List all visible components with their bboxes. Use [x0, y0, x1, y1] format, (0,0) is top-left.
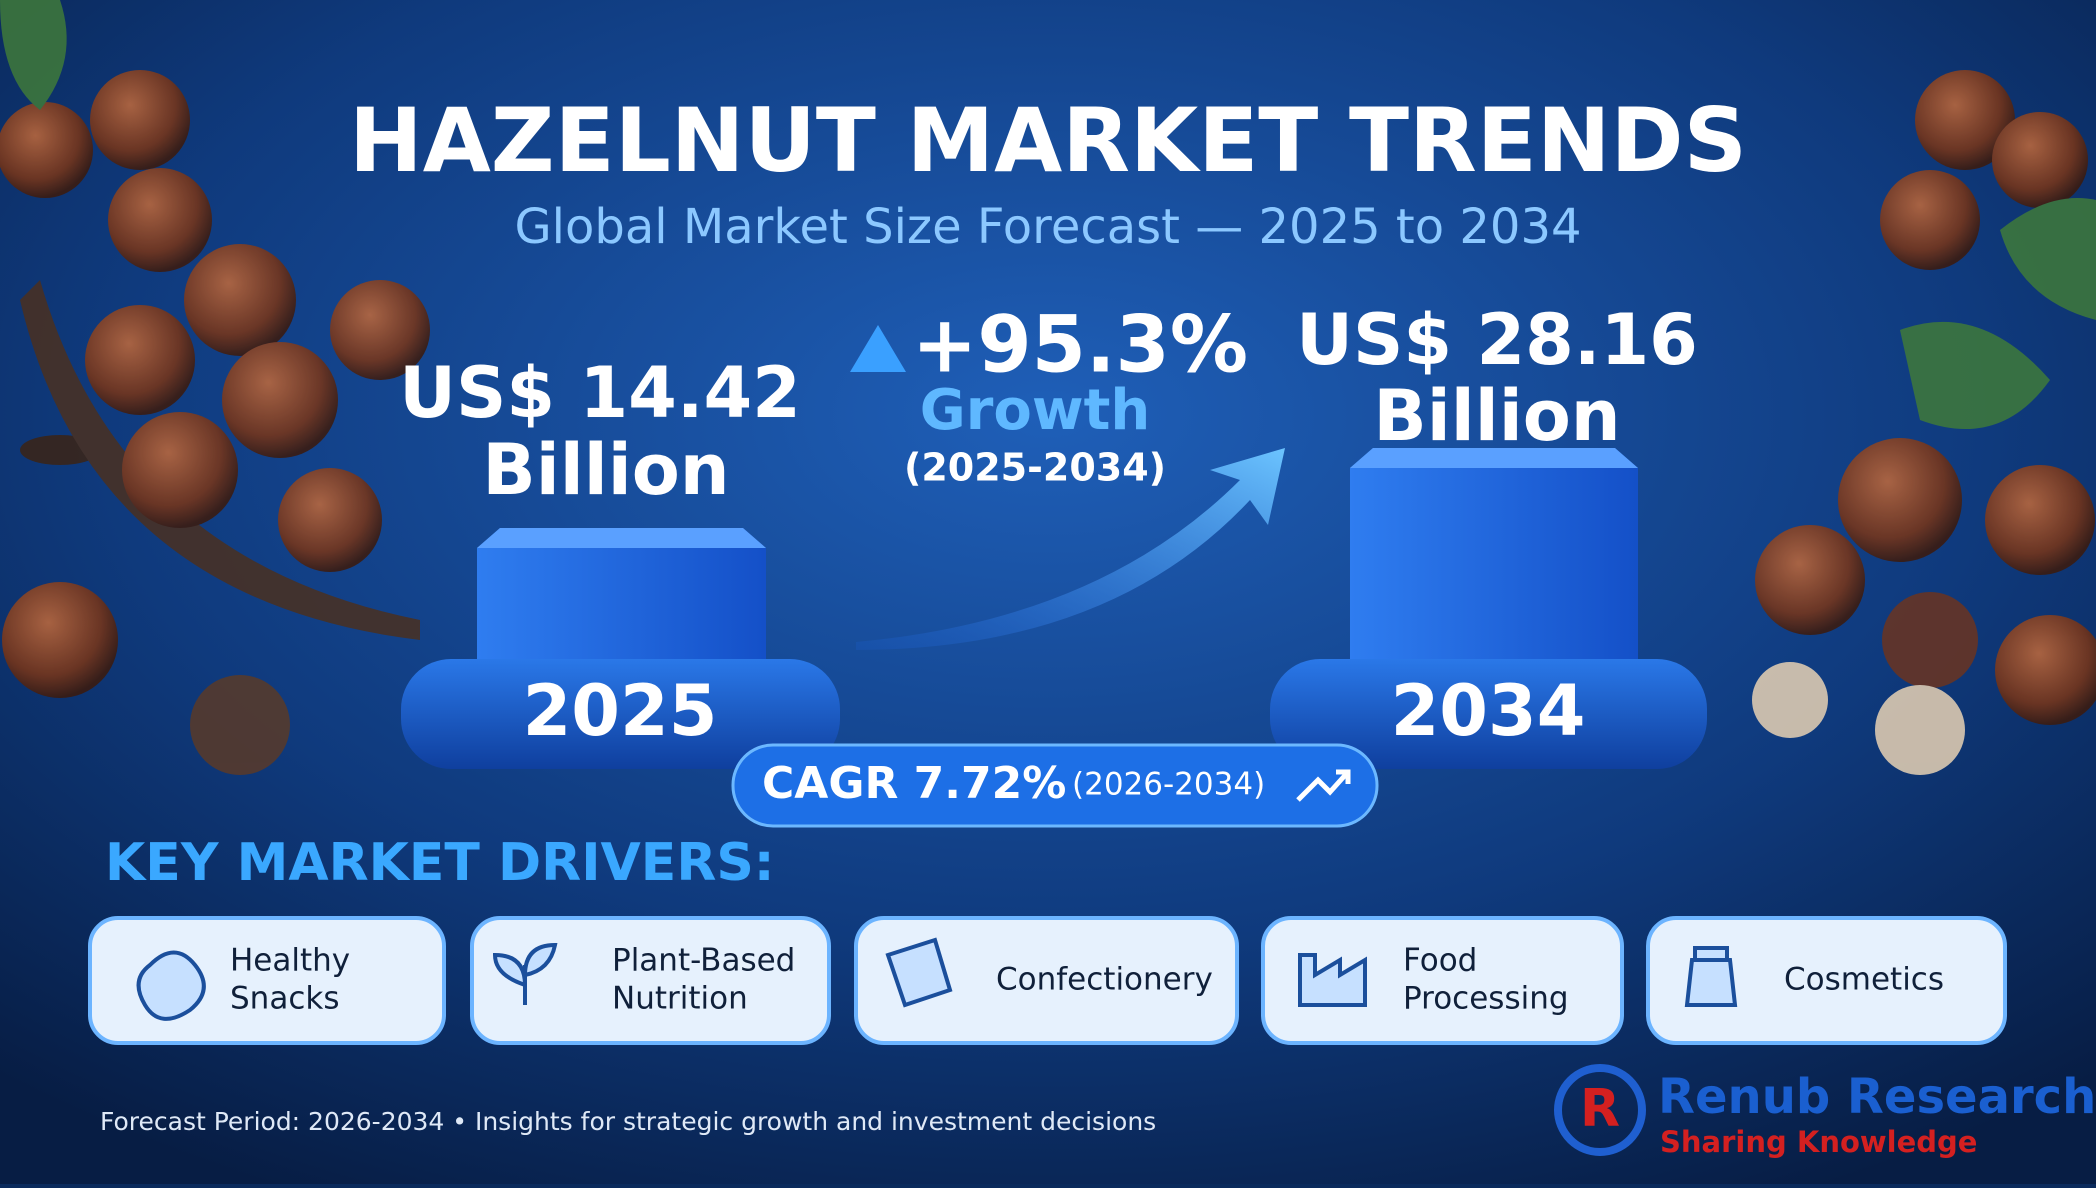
driver-icon — [1298, 953, 1367, 1007]
cagr-label: CAGR 7.72% — [762, 758, 1066, 809]
hazelnut-decoration — [0, 0, 2096, 775]
driver-label: Processing — [1403, 981, 1569, 1017]
driver-card — [1261, 916, 1624, 1045]
year-pill — [401, 659, 840, 769]
driver-icon — [136, 950, 206, 1021]
bar-2034 — [1350, 448, 1638, 662]
driver-icon — [885, 937, 953, 1008]
growth-period: (2025-2034) — [904, 446, 1166, 490]
svg-text:R: R — [1580, 1079, 1620, 1139]
driver-card — [854, 916, 1239, 1045]
growth-value: +95.3% — [912, 300, 1248, 390]
driver-label: Nutrition — [612, 981, 748, 1017]
end-unit: Billion — [1373, 375, 1620, 457]
start-amount: US$ 14.42 — [399, 352, 801, 434]
subtitle: Global Market Size Forecast — 2025 to 20… — [514, 199, 1581, 255]
brand-name: Renub Research — [1658, 1069, 2096, 1125]
end-year: 2034 — [1391, 670, 1586, 752]
cagr-period: (2026-2034) — [1072, 767, 1265, 803]
driver-label: Confectionery — [996, 962, 1213, 998]
title: HAZELNUT MARKET TRENDS — [349, 89, 1747, 192]
driver-icon — [492, 942, 558, 1005]
start-year: 2025 — [523, 670, 718, 752]
growth-triangle — [850, 325, 906, 372]
driver-label: Cosmetics — [1784, 962, 1944, 998]
brand-logo: R — [1554, 1064, 1646, 1156]
year-pill — [1270, 659, 1707, 769]
trend-icon — [1296, 769, 1351, 802]
driver-card — [1646, 916, 2007, 1045]
driver-icon — [1684, 946, 1738, 1007]
bar-2025 — [477, 528, 766, 662]
growth-label: Growth — [920, 378, 1150, 443]
brand-tagline: Sharing Knowledge — [1660, 1125, 1977, 1159]
driver-label: Food — [1403, 943, 1477, 979]
growth-arrow — [856, 448, 1285, 650]
driver-label: Snacks — [230, 981, 339, 1017]
end-amount: US$ 28.16 — [1296, 299, 1698, 381]
driver-label: Plant-Based — [612, 943, 795, 979]
footer-note: Forecast Period: 2026-2034 • Insights fo… — [100, 1107, 1156, 1136]
cagr-pill — [731, 743, 1379, 828]
driver-card — [470, 916, 831, 1045]
drivers-title: KEY MARKET DRIVERS: — [105, 833, 775, 893]
start-unit: Billion — [482, 429, 729, 511]
driver-label: Healthy — [230, 943, 350, 979]
